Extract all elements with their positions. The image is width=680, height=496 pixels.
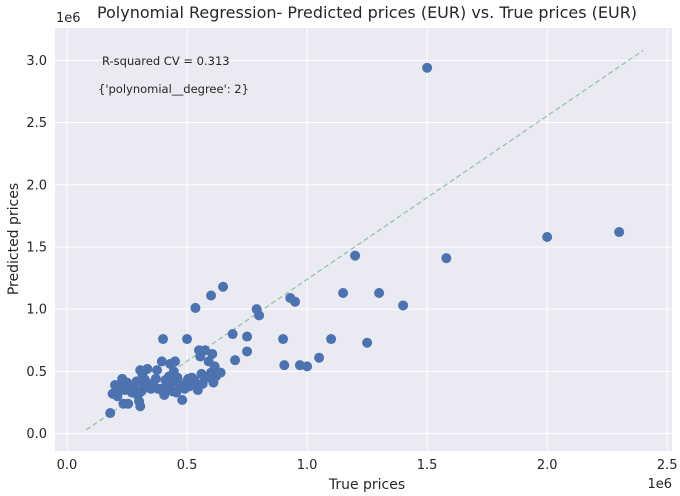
data-point — [302, 361, 313, 372]
data-point — [278, 334, 289, 345]
data-point — [279, 360, 290, 371]
data-point — [218, 281, 229, 292]
data-point — [159, 390, 170, 401]
x-offset-text: 1e6 — [647, 477, 672, 492]
data-point — [182, 334, 193, 345]
y-tick-label: 2.0 — [26, 178, 47, 193]
data-point — [105, 408, 116, 419]
data-point — [152, 365, 163, 376]
params-annotation: {'polynomial__degree': 2} — [98, 82, 249, 96]
data-point — [150, 373, 161, 384]
x-tick-label: 0.5 — [177, 458, 198, 473]
data-point — [215, 367, 226, 378]
y-tick-label: 3.0 — [26, 54, 47, 69]
data-point — [207, 348, 218, 359]
data-point — [142, 363, 153, 374]
x-tick-label: 2.0 — [537, 458, 558, 473]
data-point — [123, 398, 134, 409]
data-point — [614, 227, 625, 238]
data-point — [350, 250, 361, 261]
x-axis-label: True prices — [328, 477, 405, 493]
r-squared-annotation: R-squared CV = 0.313 — [102, 54, 230, 68]
data-point — [362, 337, 373, 348]
y-axis-label: Predicted prices — [6, 183, 22, 295]
data-point — [227, 329, 238, 340]
data-point — [230, 355, 241, 366]
y-offset-text: 1e6 — [56, 11, 81, 26]
y-tick-label: 0.5 — [26, 365, 47, 380]
x-tick-labels: 0.0 0.5 1.0 1.5 2.0 2.5 — [57, 458, 678, 473]
data-point — [326, 334, 337, 345]
x-tick-label: 0.0 — [57, 458, 78, 473]
y-tick-label: 1.0 — [26, 303, 47, 318]
y-tick-label: 2.5 — [26, 116, 47, 131]
data-point — [135, 401, 146, 412]
data-points — [105, 62, 625, 419]
data-point — [254, 310, 265, 321]
y-tick-labels: 0.0 0.5 1.0 1.5 2.0 2.5 3.0 — [26, 54, 47, 442]
data-point — [158, 334, 169, 345]
data-point — [171, 387, 182, 398]
data-point — [170, 356, 181, 367]
y-tick-label: 0.0 — [26, 427, 47, 442]
data-point — [314, 352, 325, 363]
data-point — [242, 331, 253, 342]
x-tick-label: 1.0 — [297, 458, 318, 473]
data-point — [190, 302, 201, 313]
data-point — [374, 287, 385, 298]
data-point — [398, 300, 409, 311]
data-point — [209, 361, 220, 372]
data-point — [177, 394, 188, 405]
data-point — [242, 346, 253, 357]
data-point — [422, 62, 433, 73]
reference-line — [85, 49, 644, 431]
data-point — [338, 287, 349, 298]
data-point — [156, 356, 167, 367]
data-point — [542, 232, 553, 243]
data-point — [206, 290, 217, 301]
x-tick-label: 2.5 — [657, 458, 678, 473]
chart-title: Polynomial Regression- Predicted prices … — [97, 3, 637, 22]
data-point — [112, 391, 123, 402]
data-point — [441, 253, 452, 264]
x-tick-label: 1.5 — [417, 458, 438, 473]
data-point — [290, 296, 301, 307]
y-tick-label: 1.5 — [26, 240, 47, 255]
